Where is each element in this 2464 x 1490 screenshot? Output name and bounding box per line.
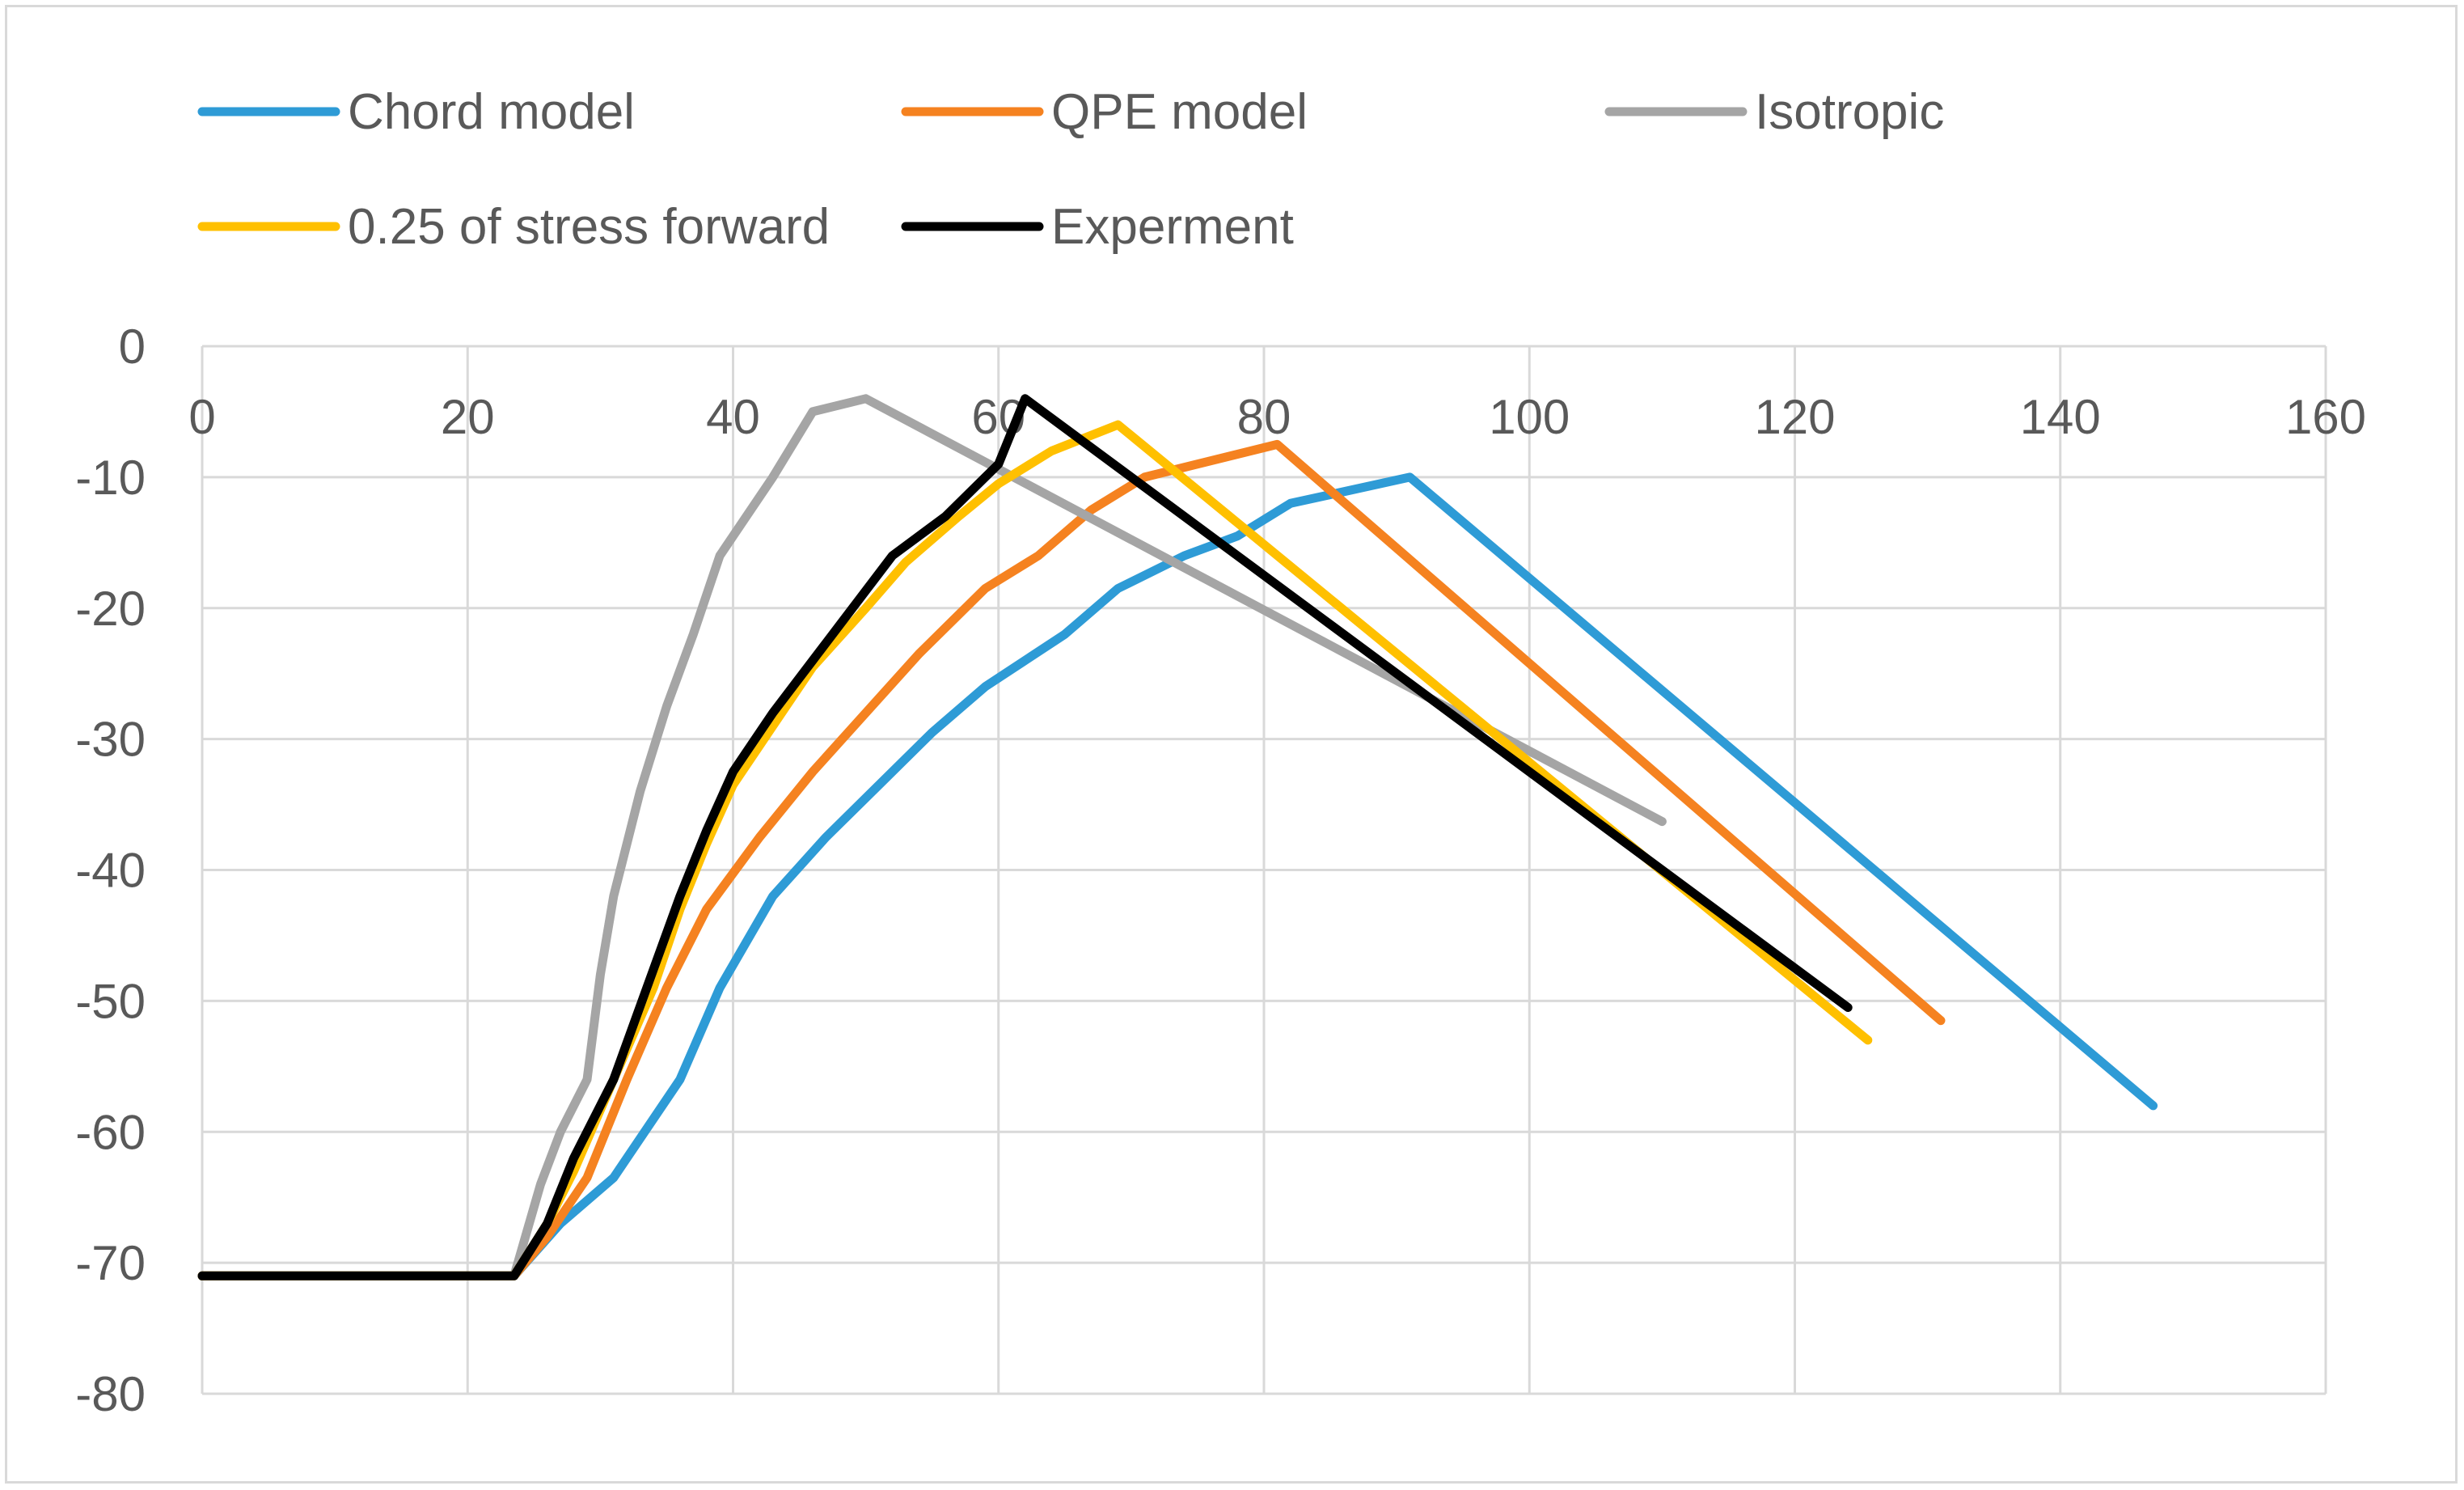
series-line-0-25-of-stress-forward (197, 420, 1873, 1280)
x-tick-label: 100 (1489, 390, 1570, 444)
x-tick-label: 120 (1754, 390, 1835, 444)
series-line-chord-model (197, 472, 2158, 1280)
legend-item: QPE model (901, 84, 1308, 140)
legend-label: Isotropic (1755, 84, 1944, 140)
legend-item: 0.25 of stress forward (197, 199, 830, 255)
y-tick-label: -70 (75, 1236, 146, 1290)
series-line-isotropic (197, 394, 1667, 1280)
chart-frame (5, 5, 2458, 1484)
series-line-experment (197, 394, 1853, 1280)
y-tick-label: -40 (75, 844, 146, 898)
series-layer (197, 394, 2158, 1280)
legend-label: QPE model (1051, 84, 1308, 140)
x-tick-label: 20 (441, 390, 495, 444)
legend-label: Experment (1051, 199, 1294, 255)
y-tick-label: -30 (75, 713, 146, 767)
y-tick-label: 0 (119, 320, 146, 374)
legend-item: Isotropic (1604, 84, 1944, 140)
y-tick-label: -50 (75, 974, 146, 1028)
y-tick-label: -60 (75, 1105, 146, 1159)
x-tick-label: 160 (2285, 390, 2366, 444)
legend-item: Chord model (197, 84, 635, 140)
legend-label: Chord model (348, 84, 635, 140)
series-line-qpe-model (197, 439, 1946, 1280)
x-tick-label: 40 (706, 390, 760, 444)
legend-label: 0.25 of stress forward (348, 199, 830, 255)
x-tick-label: 80 (1237, 390, 1291, 444)
y-tick-label: -80 (75, 1367, 146, 1421)
x-tick-label: 140 (2020, 390, 2101, 444)
legend: Chord model QPE model Isotropic 0.25 of str… (197, 84, 1944, 255)
y-tick-label: -20 (75, 582, 146, 636)
gridlines (201, 345, 2327, 1395)
y-tick-label: -10 (75, 451, 146, 505)
x-tick-label: 0 (188, 390, 215, 444)
legend-item: Experment (901, 199, 1294, 255)
